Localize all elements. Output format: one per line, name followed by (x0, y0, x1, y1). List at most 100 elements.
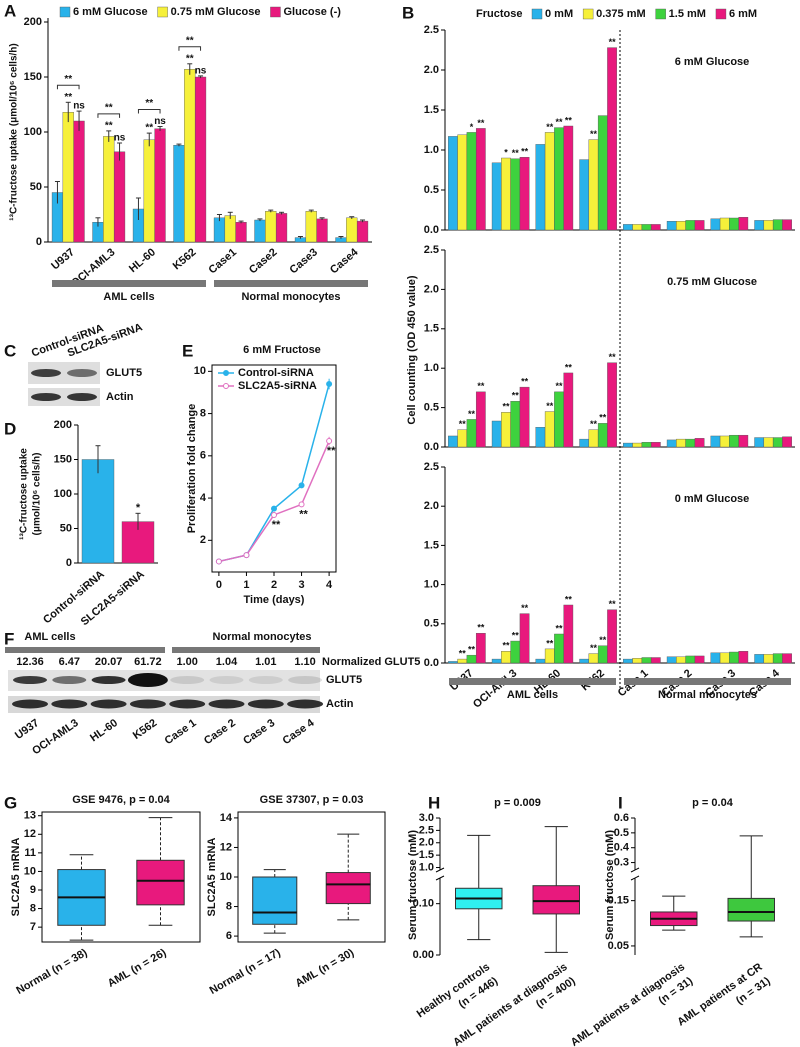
bar (544, 648, 555, 664)
bar (457, 134, 468, 231)
group-label: Normal monocytes (241, 291, 340, 303)
significance-label: ** (459, 648, 467, 658)
significance-label: ** (609, 37, 617, 47)
significance-label: ** (477, 381, 485, 391)
significance-label: ** (145, 98, 153, 109)
significance-label: ** (299, 508, 308, 520)
bar (510, 640, 521, 664)
significance-label: ** (459, 419, 467, 429)
bar (563, 604, 574, 664)
bar (457, 658, 468, 664)
significance-label: ** (272, 519, 281, 531)
row-label: Actin (326, 698, 354, 710)
bar (623, 658, 633, 664)
panel-label: B (402, 3, 414, 22)
bar (607, 609, 617, 664)
bar (597, 115, 608, 231)
blot-band (129, 699, 166, 709)
y-tick-label: 1.0 (419, 861, 434, 873)
bar (754, 220, 765, 231)
legend-swatch (582, 8, 594, 20)
bar (265, 210, 277, 243)
blot-band (31, 393, 61, 401)
box (325, 872, 371, 905)
legend-label: 0.375 mM (596, 8, 646, 20)
blot-band (169, 699, 206, 709)
bar (103, 136, 115, 243)
group-bar (624, 678, 791, 685)
y-tick-label: 13 (24, 810, 36, 822)
bar (491, 420, 502, 448)
legend-label: 0.75 mM Glucose (171, 6, 261, 18)
y-axis-label: Cell counting (OD 450 value) (406, 275, 418, 424)
y-tick-label: 200 (24, 16, 42, 28)
bar (685, 438, 696, 448)
bar (650, 657, 661, 664)
significance-label: ns (195, 66, 207, 77)
bar (782, 436, 792, 448)
group-bar (52, 280, 206, 287)
bar (588, 139, 599, 231)
marker (271, 511, 277, 518)
bar (641, 657, 652, 664)
normalized-value: 1.10 (294, 656, 315, 668)
y-tick-label: 3.0 (419, 812, 434, 824)
bar (544, 132, 555, 231)
significance-label: ns (114, 133, 126, 144)
bar (597, 645, 608, 664)
bar (554, 633, 564, 664)
x-axis-label: Time (days) (244, 594, 305, 606)
bar (173, 144, 185, 243)
marker (298, 482, 305, 489)
y-axis-label: ¹³C-fructose uptake (19, 448, 30, 540)
significance-label: ** (64, 92, 72, 103)
panel-label: A (4, 1, 16, 20)
significance-label: ** (477, 118, 485, 128)
y-tick-label: 1.0 (424, 362, 439, 374)
x-tick-label: Normal (n = 17) (208, 947, 283, 997)
significance-label: ** (609, 599, 617, 609)
bar (544, 411, 555, 448)
lane-label: HL-60 (88, 717, 120, 744)
blot-band (67, 369, 97, 377)
y-axis-label: Serum fructose (mM) (407, 830, 419, 940)
blot-band (12, 699, 48, 709)
y-tick-label: 1.5 (424, 104, 439, 116)
chart-title: GSE 37307, p = 0.03 (260, 794, 364, 806)
bar (666, 439, 677, 448)
significance-label: ** (546, 638, 554, 648)
bar (719, 217, 730, 231)
bar (356, 220, 369, 243)
y-tick-label: 0.5 (424, 184, 439, 196)
y-tick-label: 8 (200, 407, 206, 419)
legend-label: 0 mM (545, 8, 573, 20)
bar (607, 47, 617, 231)
bar (579, 159, 590, 231)
normalized-value: 6.47 (59, 656, 80, 668)
x-tick-label: 2 (271, 579, 277, 591)
x-tick-label: 1 (243, 579, 249, 591)
y-tick-label: 12 (24, 828, 36, 840)
bar (738, 434, 749, 448)
chart-title: p = 0.04 (692, 797, 734, 809)
row-label: GLUT5 (106, 367, 142, 379)
bar (623, 224, 633, 231)
bar (650, 224, 661, 231)
bar (491, 162, 502, 231)
axis-break (630, 867, 640, 873)
panel-label: F (4, 629, 14, 648)
y-tick-label: 4 (200, 492, 207, 504)
significance-label: * (136, 502, 141, 514)
significance-bracket (178, 46, 202, 51)
legend-label: 1.5 mM (669, 8, 706, 20)
y-tick-label: 0.10 (413, 898, 434, 910)
x-tick-label: U937 (49, 246, 77, 272)
bar (466, 132, 477, 231)
bar (501, 157, 511, 231)
blot-band (248, 676, 283, 684)
y-tick-label: 0.5 (424, 618, 439, 630)
x-tick-label: HL-60 (127, 246, 158, 275)
significance-label: ** (546, 401, 554, 411)
blot-row (28, 362, 100, 384)
y-tick-label: 10 (194, 365, 206, 377)
